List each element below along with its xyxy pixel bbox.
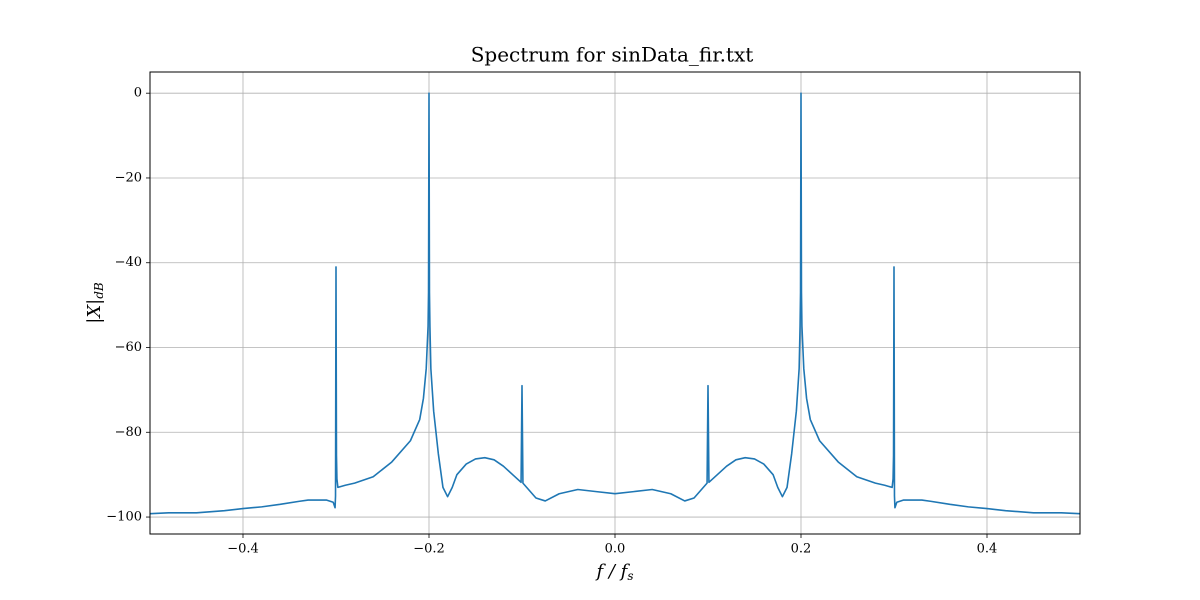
chart-title: Spectrum for sinData_fir.txt	[471, 43, 754, 67]
x-label-main: f / f	[594, 561, 630, 582]
x-tick-label: 0.4	[977, 542, 998, 557]
x-tick-label: −0.4	[227, 542, 259, 557]
x-tick-label: 0.2	[791, 542, 812, 557]
x-tick-label: 0.0	[605, 542, 626, 557]
y-tick-label: −80	[115, 425, 142, 440]
spectrum-line	[149, 92, 1081, 515]
y-tick-label: −100	[106, 510, 142, 525]
y-tick-label: −40	[115, 255, 142, 270]
plot-frame	[149, 71, 1081, 535]
y-label-main: |X|	[84, 299, 105, 324]
x-axis-label: f / fs	[594, 561, 633, 583]
x-label-sub: s	[627, 569, 633, 583]
y-tick-label: 0	[134, 86, 142, 101]
x-tick-label: −0.2	[413, 542, 445, 557]
y-label-sub: dB	[92, 282, 106, 299]
y-tick-label: −20	[115, 170, 142, 185]
y-axis-label: |X|dB	[84, 282, 106, 324]
y-tick-label: −60	[115, 340, 142, 355]
